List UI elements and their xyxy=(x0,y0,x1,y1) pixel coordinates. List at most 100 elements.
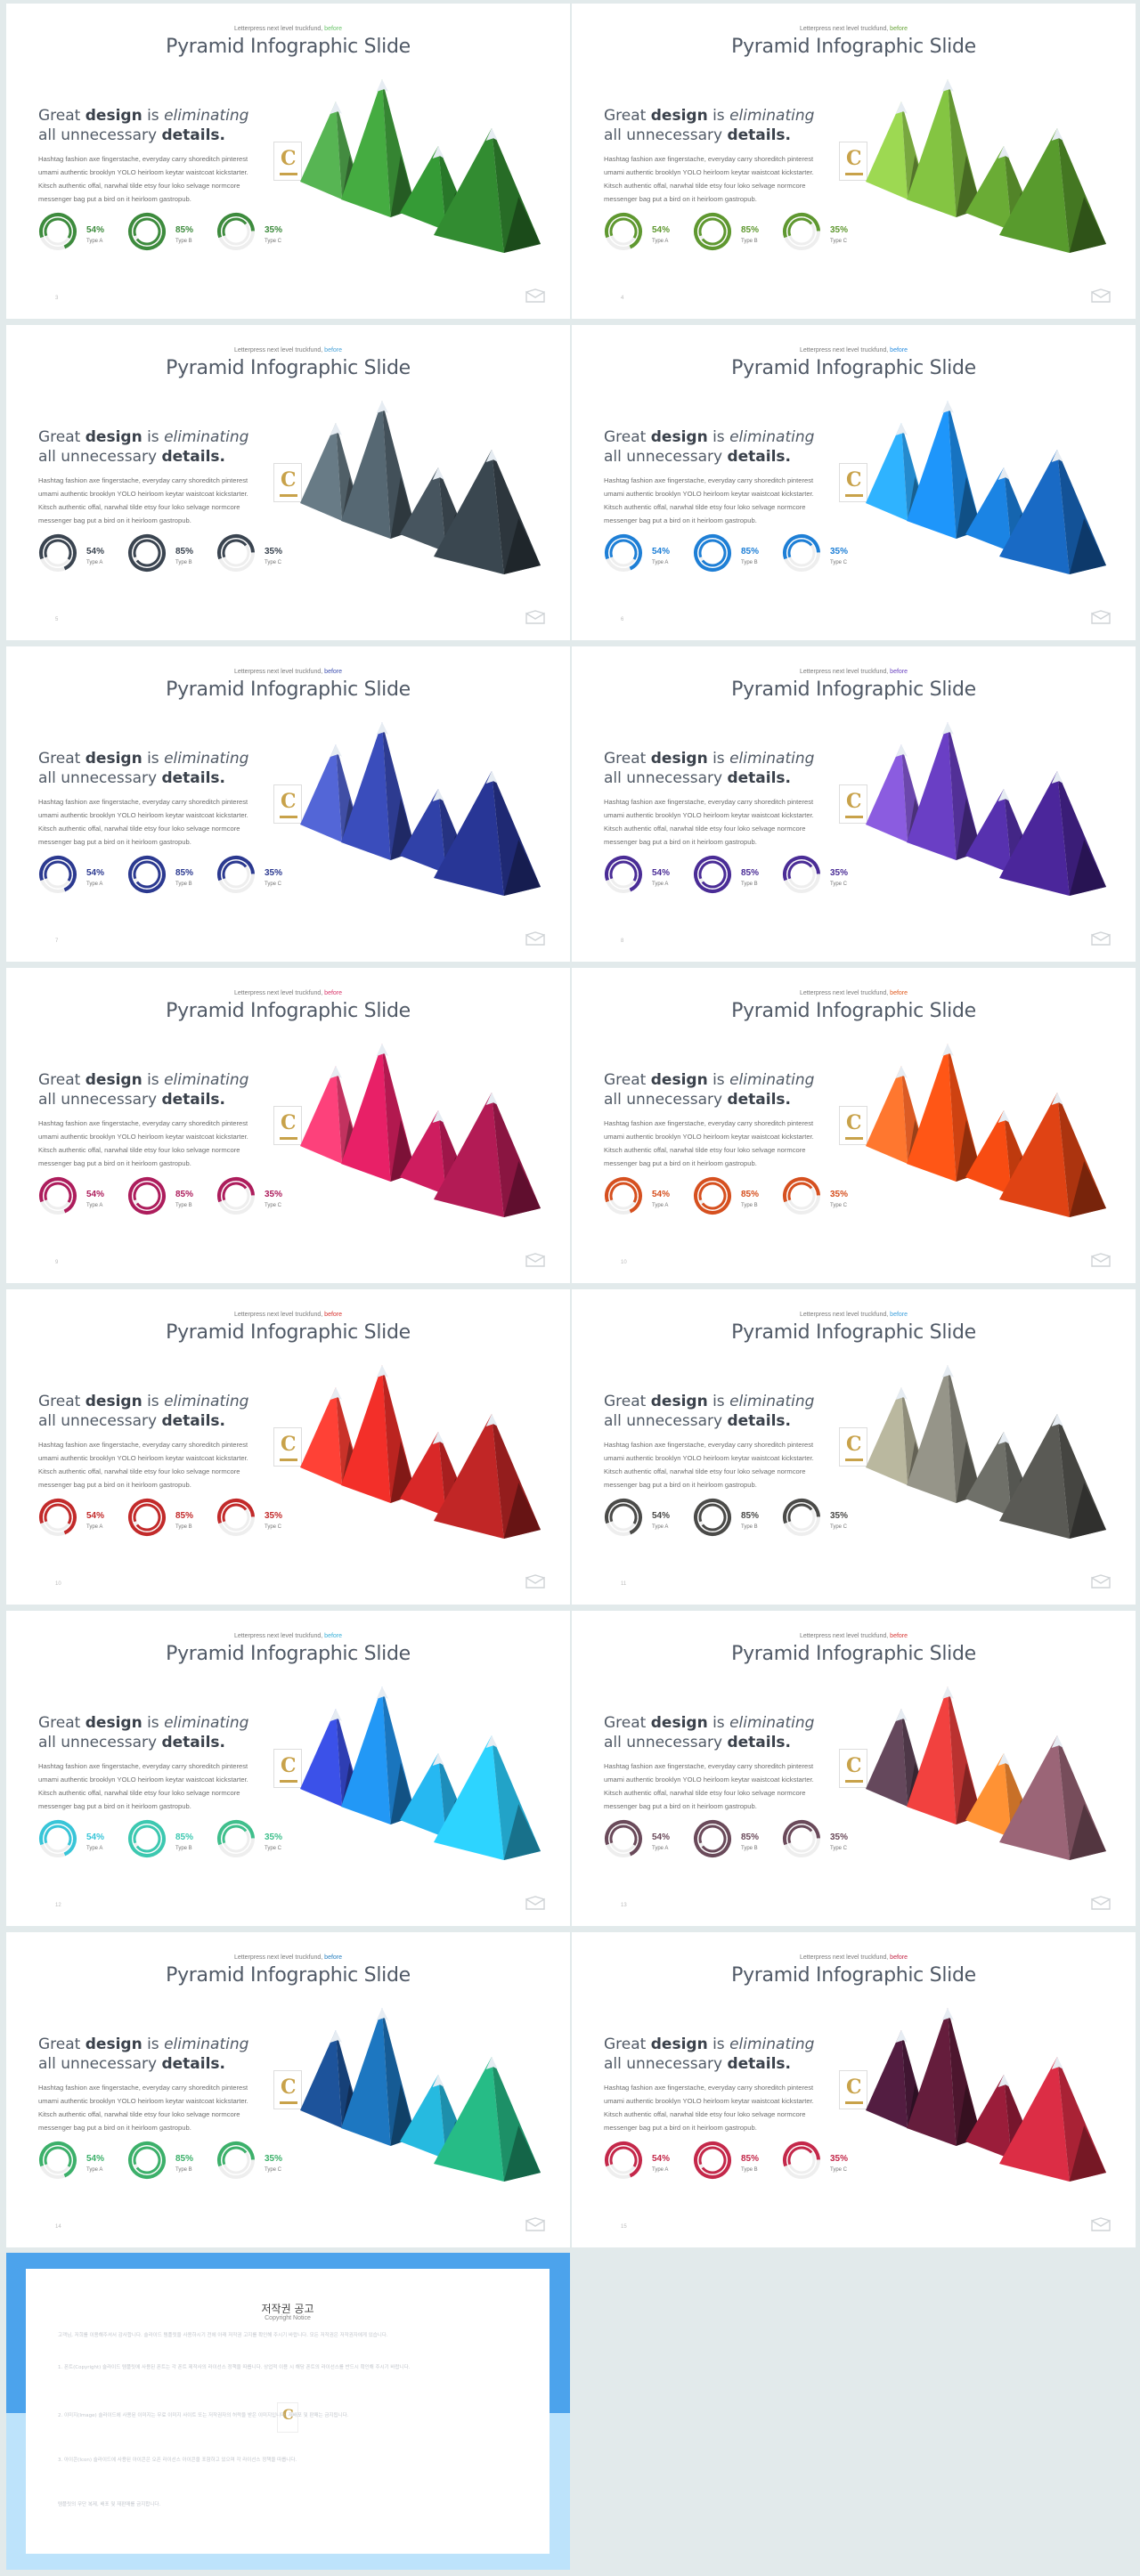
stat-percent: 35% xyxy=(830,868,849,878)
stats-row: 54% Type A 85% Type B 35% Type C xyxy=(38,1174,288,1228)
progress-ring xyxy=(128,856,166,893)
envelope-icon xyxy=(525,1574,545,1589)
stat-item: 35% Type C xyxy=(216,1174,301,1228)
slide-body-text: Hashtag fashion axe fingerstache, everyd… xyxy=(38,155,248,203)
slide-thumbnail[interactable]: Letterpress next level truckfund, before … xyxy=(6,646,570,962)
progress-ring xyxy=(605,1499,642,1536)
slide-thumbnail[interactable]: Letterpress next level truckfund, before … xyxy=(6,4,570,319)
stat-percent: 85% xyxy=(741,1190,760,1199)
progress-ring-arc xyxy=(128,1177,166,1215)
progress-ring-arc xyxy=(128,1499,166,1536)
stat-label: Type C xyxy=(830,1846,848,1851)
slide-body-text: Hashtag fashion axe fingerstache, everyd… xyxy=(38,798,248,846)
stat-item: 85% Type B xyxy=(693,210,778,264)
stat-label: Type B xyxy=(175,1203,192,1208)
slide-subtitle: Letterpress next level truckfund, before xyxy=(233,1312,343,1318)
logo-badge: C xyxy=(273,2070,302,2109)
envelope-icon xyxy=(525,2217,545,2231)
stat-percent: 85% xyxy=(175,1190,194,1199)
progress-ring-arc xyxy=(44,217,72,246)
slide-subtitle: Letterpress next level truckfund, before xyxy=(233,669,343,675)
slide-thumbnail[interactable]: Letterpress next level truckfund, before … xyxy=(572,1611,1136,1926)
slide-title: Pyramid Infographic Slide xyxy=(731,679,976,701)
slide-thumbnail[interactable]: Letterpress next level truckfund, before … xyxy=(572,646,1136,962)
envelope-icon xyxy=(1091,288,1111,303)
envelope-icon xyxy=(525,931,545,946)
mountain-peak xyxy=(341,1365,416,1503)
slide-title: Pyramid Infographic Slide xyxy=(731,1964,976,1987)
stat-label: Type B xyxy=(741,239,758,244)
slide-headline: Great design is eliminating all unnecess… xyxy=(38,1714,249,1751)
slide-thumbnail[interactable]: Letterpress next level truckfund, before … xyxy=(6,1289,570,1605)
slide-thumbnail[interactable]: Letterpress next level truckfund, before … xyxy=(572,4,1136,319)
slide-thumbnail[interactable]: Letterpress next level truckfund, before … xyxy=(572,1932,1136,2247)
progress-ring-arc xyxy=(128,213,166,250)
stat-percent: 35% xyxy=(265,1190,283,1199)
slide-thumbnail[interactable]: Letterpress next level truckfund, before … xyxy=(572,968,1136,1283)
slide-headline: Great design is eliminating all unnecess… xyxy=(604,1071,815,1109)
stat-percent: 35% xyxy=(265,225,283,235)
slide-thumbnail[interactable]: Letterpress next level truckfund, before … xyxy=(572,325,1136,640)
logo-badge: C xyxy=(273,784,302,824)
envelope-icon xyxy=(1091,1253,1111,1267)
mountains-graphic xyxy=(300,2008,541,2182)
mountain-peak xyxy=(434,771,541,896)
copyright-slide[interactable]: 저작권 공고 Copyright Notice 고객님, 저희를 이용해주셔서 … xyxy=(6,2253,570,2570)
progress-ring xyxy=(783,2141,820,2179)
slide-thumbnail[interactable]: Letterpress next level truckfund, before … xyxy=(6,968,570,1283)
page-number: 15 xyxy=(621,2224,627,2230)
progress-ring xyxy=(128,1820,166,1857)
stat-percent: 85% xyxy=(741,1511,760,1521)
page-number: 7 xyxy=(55,939,59,944)
logo-badge: C xyxy=(839,2070,867,2109)
progress-ring-arc xyxy=(222,539,250,567)
stat-item: 35% Type C xyxy=(782,532,867,585)
stat-item: 54% Type A xyxy=(604,1817,688,1871)
stats-row: 54% Type A 85% Type B 35% Type C xyxy=(604,1817,853,1871)
copyright-paragraph: 2. 이미지(Image) 슬라이드에 사용된 이미지는 무료 이미지 사이트 … xyxy=(58,2413,349,2418)
logo-badge: C xyxy=(839,784,867,824)
stat-item: 85% Type B xyxy=(127,1496,212,1549)
progress-ring xyxy=(128,1177,166,1215)
slide-subtitle: Letterpress next level truckfund, before xyxy=(799,347,908,353)
stat-percent: 35% xyxy=(265,868,283,878)
stat-item: 35% Type C xyxy=(216,532,301,585)
mountain-peak xyxy=(341,401,416,539)
progress-ring xyxy=(605,856,642,893)
progress-ring xyxy=(217,534,255,572)
slide-thumbnail[interactable]: Letterpress next level truckfund, before … xyxy=(6,1932,570,2247)
progress-ring-arc xyxy=(217,1820,255,1857)
stat-item: 85% Type B xyxy=(127,1817,212,1871)
stat-item: 85% Type B xyxy=(127,1174,212,1228)
subtitle-accent: before xyxy=(890,1954,908,1961)
mountain-peak xyxy=(907,2008,981,2146)
slide-thumbnail[interactable]: Letterpress next level truckfund, before … xyxy=(572,1289,1136,1605)
subtitle-accent: before xyxy=(890,26,908,32)
stat-item: 54% Type A xyxy=(604,210,688,264)
stat-label: Type A xyxy=(652,1846,669,1851)
stat-item: 35% Type C xyxy=(782,210,867,264)
stats-row: 54% Type A 85% Type B 35% Type C xyxy=(38,210,288,264)
page-number: 13 xyxy=(621,1903,627,1908)
stat-percent: 85% xyxy=(175,225,194,235)
stats-row: 54% Type A 85% Type B 35% Type C xyxy=(604,1496,853,1549)
progress-ring-arc xyxy=(698,539,727,567)
stat-percent: 35% xyxy=(830,1511,849,1521)
slide-title: Pyramid Infographic Slide xyxy=(166,679,411,701)
progress-ring-arc xyxy=(128,534,166,572)
slide-thumbnail[interactable]: Letterpress next level truckfund, before … xyxy=(6,1611,570,1926)
mountain-peak xyxy=(341,1686,416,1824)
progress-ring-arc xyxy=(694,534,731,572)
envelope-icon xyxy=(525,1253,545,1267)
stat-percent: 35% xyxy=(265,2154,283,2164)
stat-label: Type C xyxy=(265,2167,282,2173)
mountains-graphic xyxy=(300,1044,541,1217)
progress-ring xyxy=(605,1820,642,1857)
slide-thumbnail[interactable]: Letterpress next level truckfund, before … xyxy=(6,325,570,640)
progress-ring-arc xyxy=(133,860,161,889)
stat-percent: 35% xyxy=(830,2154,849,2164)
progress-ring xyxy=(217,1177,255,1215)
stat-item: 85% Type B xyxy=(127,532,212,585)
envelope-icon xyxy=(1091,2217,1111,2231)
progress-ring xyxy=(39,1177,77,1215)
